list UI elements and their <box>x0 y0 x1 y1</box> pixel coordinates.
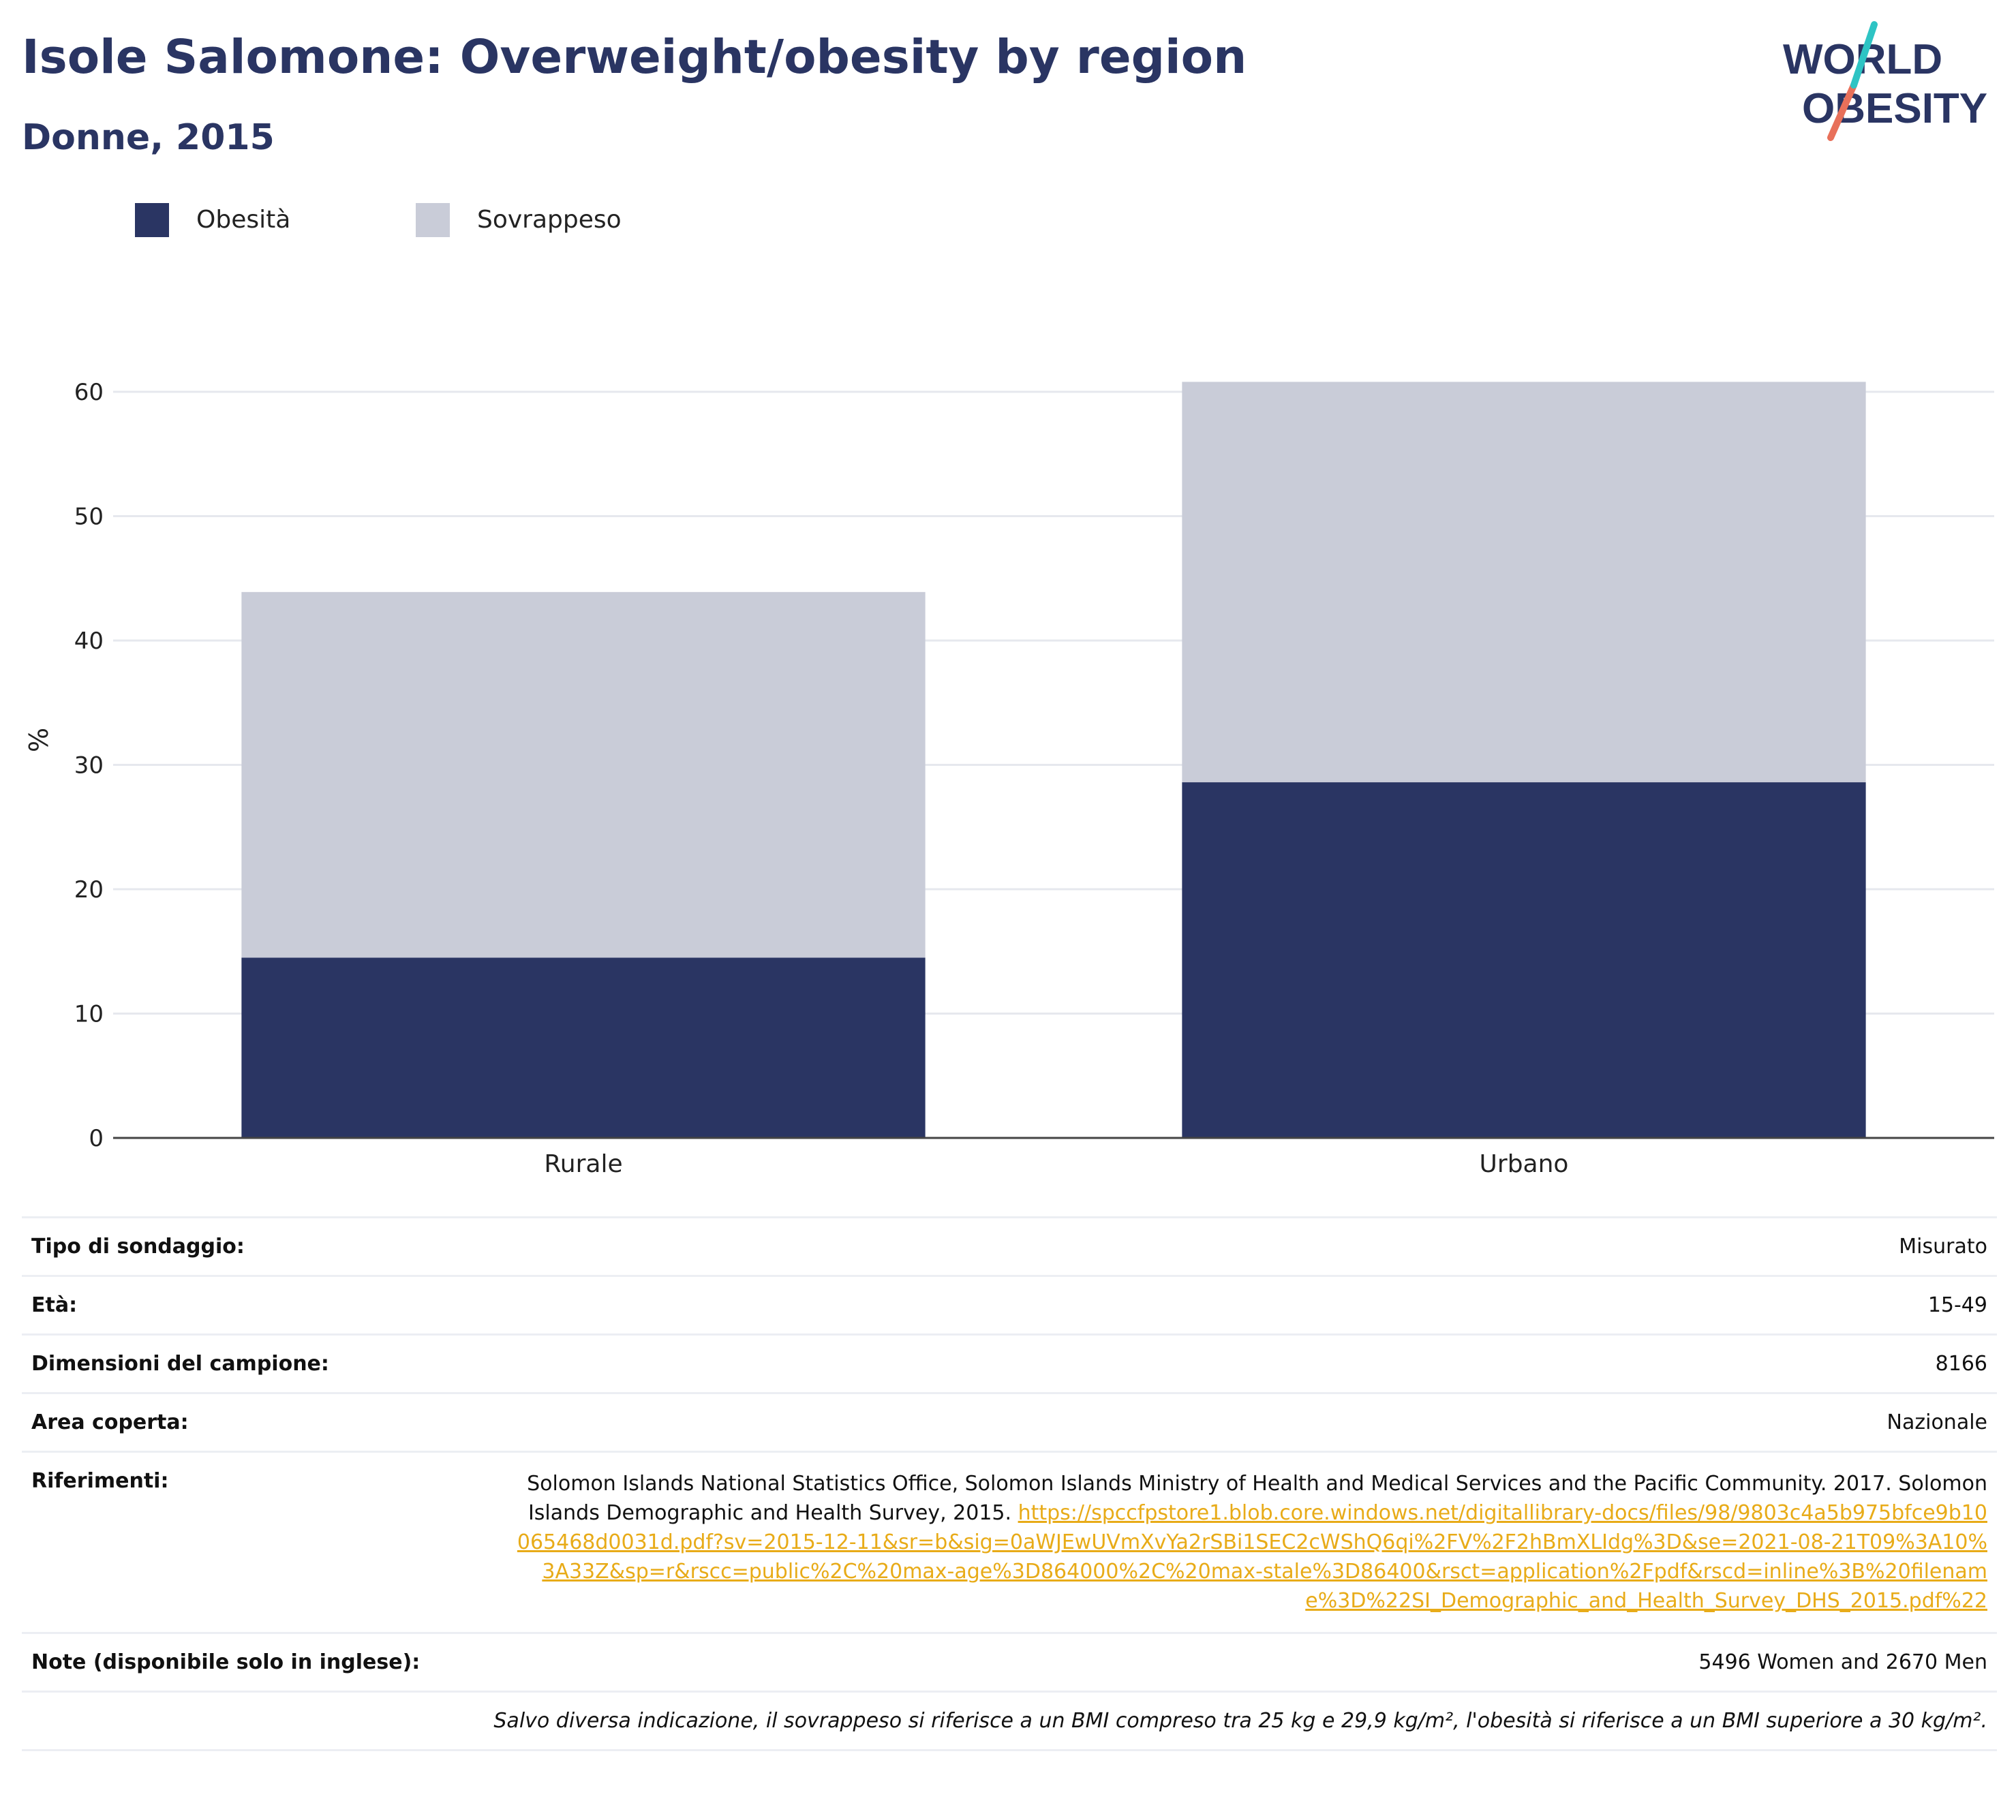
y-tick-label: 60 <box>74 379 104 406</box>
logo-slash-coral-icon <box>1827 82 1857 141</box>
y-tick-label: 50 <box>74 504 104 531</box>
info-table: Tipo di sondaggio: Misurato Età: 15-49 D… <box>22 1216 1997 1751</box>
logo-slash-teal-icon <box>1850 21 1878 89</box>
legend-swatch-overweight <box>416 203 450 237</box>
world-obesity-logo: WORLD OBESITY <box>1783 21 1987 141</box>
info-row-age: Età: 15-49 <box>22 1275 1997 1333</box>
footnote-text: Salvo diversa indicazione, il sovrappeso… <box>493 1709 1987 1733</box>
legend-label-obesity: Obesità <box>196 206 291 234</box>
y-tick-label: 20 <box>74 876 104 904</box>
info-label: Riferimenti: <box>31 1469 169 1493</box>
info-label: Età: <box>31 1293 78 1317</box>
x-tick-label: Rurale <box>544 1150 622 1178</box>
info-value: 15-49 <box>1927 1293 1987 1317</box>
chart-subtitle: Donne, 2015 <box>22 117 275 158</box>
info-row-survey-type: Tipo di sondaggio: Misurato <box>22 1216 1997 1275</box>
info-row-footnote: Salvo diversa indicazione, il sovrappeso… <box>22 1691 1997 1751</box>
info-label: Dimensioni del campione: <box>31 1352 329 1376</box>
reference-citation: Solomon Islands National Statistics Offi… <box>527 1472 1987 1525</box>
bar-overweight-rurale <box>241 591 926 958</box>
x-tick-label: Urbano <box>1480 1150 1569 1178</box>
chart-title: Isole Salomone: Overweight/obesity by re… <box>22 30 1247 84</box>
bar-obesity-rurale <box>241 957 926 1138</box>
reference-link[interactable]: https://spccfpstore1.blob.core.windows.n… <box>517 1501 1987 1613</box>
info-row-references: Riferimenti: Solomon Islands National St… <box>22 1451 1997 1632</box>
info-value: Nazionale <box>1887 1410 1987 1434</box>
info-value: Misurato <box>1899 1235 1987 1259</box>
stacked-bar-chart: 0 10 20 30 40 50 60% Rurale Urbano <box>24 379 1994 1178</box>
y-tick-label: 10 <box>74 1001 104 1028</box>
info-label: Area coperta: <box>31 1410 189 1434</box>
y-tick-label: 30 <box>74 752 104 780</box>
y-tick-label: 0 <box>89 1125 104 1152</box>
y-tick-label: 40 <box>74 628 104 655</box>
info-value: 5496 Women and 2670 Men <box>1698 1650 1987 1674</box>
info-row-sample-size: Dimensioni del campione: 8166 <box>22 1333 1997 1392</box>
bar-obesity-urbano <box>1182 782 1866 1138</box>
reference-text: Solomon Islands National Statistics Offi… <box>515 1469 1987 1616</box>
logo-text-obesity: OBESITY <box>1802 85 1987 132</box>
info-row-notes: Note (disponibile solo in inglese): 5496… <box>22 1632 1997 1691</box>
y-axis-label: % <box>24 728 54 752</box>
legend-label-overweight: Sovrappeso <box>477 206 622 234</box>
info-label: Tipo di sondaggio: <box>31 1235 245 1259</box>
legend-swatch-obesity <box>135 203 169 237</box>
info-value: 8166 <box>1935 1352 1987 1376</box>
bar-overweight-urbano <box>1182 382 1866 783</box>
info-row-area: Area coperta: Nazionale <box>22 1392 1997 1451</box>
info-label: Note (disponibile solo in inglese): <box>31 1650 421 1674</box>
